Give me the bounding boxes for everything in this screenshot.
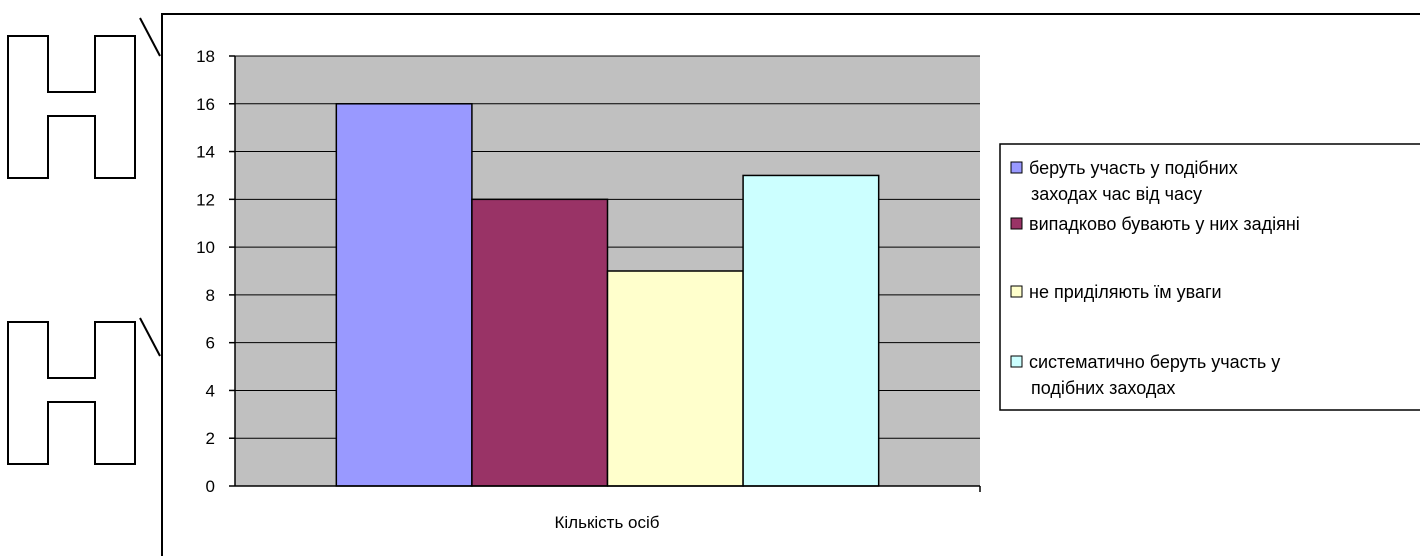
legend-box xyxy=(999,143,1420,411)
y-tick-label: 6 xyxy=(206,334,215,353)
y-tick-label: 18 xyxy=(196,47,215,66)
background-letters xyxy=(7,17,161,465)
category-label: Кількість осіб xyxy=(554,513,659,532)
legend-swatch xyxy=(1010,355,1023,368)
legend-swatch xyxy=(1010,161,1023,174)
legend-label: подібних заходах xyxy=(1031,378,1175,398)
y-tick-label: 2 xyxy=(206,429,215,448)
bar-series-4 xyxy=(742,174,880,487)
legend-label: систематично беруть участь у xyxy=(1029,352,1280,372)
legend-swatch xyxy=(1010,285,1023,298)
legend-swatch xyxy=(1010,217,1023,230)
legend-label: беруть участь у подібних xyxy=(1029,158,1238,178)
bar-series-1 xyxy=(335,103,473,487)
y-tick-label: 14 xyxy=(196,143,215,162)
y-tick-label: 8 xyxy=(206,286,215,305)
legend-label: не приділяють їм уваги xyxy=(1029,282,1222,302)
y-axis-ticks: 0 2 4 6 8 10 12 14 16 18 xyxy=(196,47,981,496)
y-tick-label: 4 xyxy=(206,381,215,400)
bar-series-3 xyxy=(606,270,744,487)
y-tick-label: 12 xyxy=(196,190,215,209)
y-tick-label: 16 xyxy=(196,95,215,114)
legend-label: заходах час від часу xyxy=(1031,184,1202,204)
legend-label: випадково бувають у них задіяні xyxy=(1029,214,1300,234)
y-tick-label: 0 xyxy=(206,477,215,496)
legend: беруть участь у подібних заходах час від … xyxy=(1010,158,1300,398)
y-tick-label: 10 xyxy=(196,238,215,257)
bars xyxy=(335,103,880,487)
bar-series-2 xyxy=(471,198,609,487)
